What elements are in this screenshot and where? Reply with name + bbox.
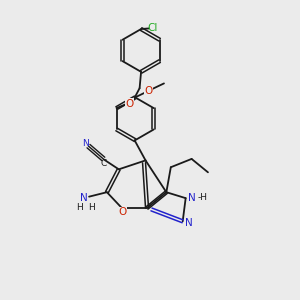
Text: H: H bbox=[88, 203, 95, 212]
Text: C: C bbox=[100, 159, 106, 168]
Text: H: H bbox=[76, 203, 83, 212]
Text: N: N bbox=[82, 139, 89, 148]
Text: N: N bbox=[80, 194, 88, 203]
Text: O: O bbox=[118, 207, 126, 217]
Text: Cl: Cl bbox=[148, 23, 158, 33]
Text: O: O bbox=[125, 99, 133, 109]
Text: N: N bbox=[188, 193, 196, 202]
Text: O: O bbox=[144, 86, 153, 96]
Text: -H: -H bbox=[198, 193, 208, 202]
Text: N: N bbox=[185, 218, 193, 228]
